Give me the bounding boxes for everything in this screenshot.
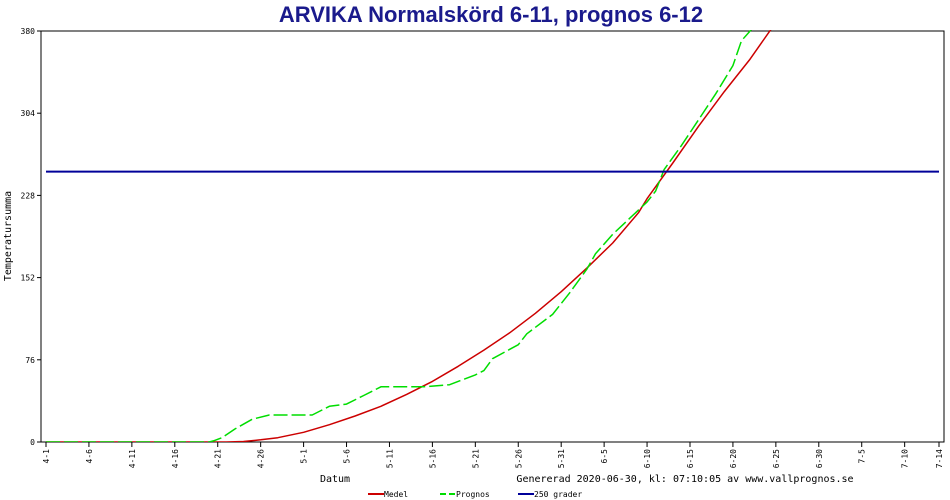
series-line-medel [46,30,772,442]
x-tick-label: 7-10 [901,449,910,468]
series-line-prognos [46,30,752,442]
x-tick-label: 5-1 [300,449,309,464]
x-tick-label: 4-26 [257,449,266,468]
x-tick-label: 5-26 [514,449,523,468]
x-tick-label: 6-25 [772,449,781,468]
x-tick-label: 4-21 [214,449,223,468]
x-tick-label: 7-14 [935,449,944,468]
x-axis-label: Datum [320,474,350,485]
y-axis: 0 76 152 228 304 380 [21,27,41,447]
y-tick-label: 0 [30,438,35,447]
generated-note: Genererad 2020-06-30, kl: 07:10:05 av ww… [516,474,853,485]
y-tick-label: 228 [21,191,36,200]
y-tick-label: 76 [25,356,35,365]
x-tick-label: 6-15 [686,449,695,468]
legend-label: Prognos [456,490,490,499]
x-tick-label: 4-6 [85,449,94,464]
x-tick-label: 4-1 [42,449,51,464]
x-tick-label: 5-6 [343,449,352,464]
legend-label: Medel [384,490,408,499]
y-tick-label: 152 [21,274,36,283]
legend: Medel Prognos 250 grader [368,490,582,499]
y-tick-label: 304 [21,109,36,118]
plot-area [40,30,945,443]
x-tick-label: 4-16 [171,449,180,468]
x-tick-label: 6-5 [600,449,609,464]
y-tick-label: 380 [21,27,36,36]
x-tick-label: 6-10 [643,449,652,468]
x-tick-label: 5-11 [385,449,394,468]
x-tick-label: 5-16 [428,449,437,468]
legend-label: 250 grader [534,490,582,499]
x-tick-label: 4-11 [128,449,137,468]
y-axis-label: Temperatursumma [3,191,14,281]
chart-title: ARVIKA Normalskörd 6-11, prognos 6-12 [279,2,703,27]
x-axis: 4-1 4-6 4-11 4-16 4-21 4-26 5-1 5-6 5-11 5-16 5-21… [42,442,944,468]
x-tick-label: 5-21 [471,449,480,468]
x-tick-label: 6-30 [815,449,824,468]
series-lines [46,30,939,442]
x-tick-label: 7-5 [858,449,867,464]
x-tick-label: 5-31 [557,449,566,468]
x-tick-label: 6-20 [729,449,738,468]
